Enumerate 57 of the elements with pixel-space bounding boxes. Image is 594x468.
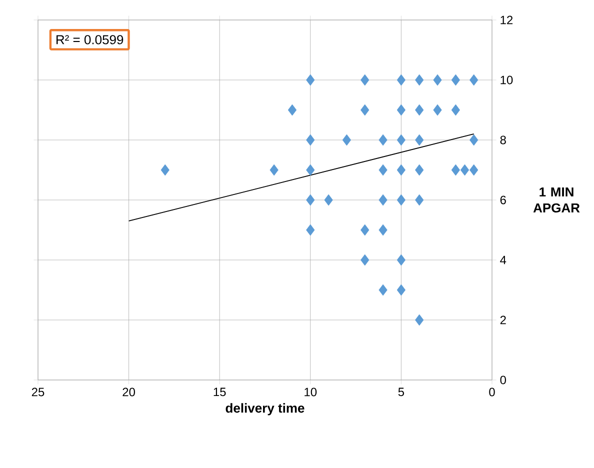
point [306,134,315,146]
point [360,254,370,266]
y-tick-label: 4 [500,256,506,264]
point [306,194,315,206]
x-tick-label: 5 [398,388,404,396]
point [306,74,315,86]
point [460,164,470,176]
point [378,224,388,236]
x-tick-label: 20 [122,388,136,396]
point [288,104,297,116]
point [396,194,406,206]
point [306,224,315,236]
point [396,254,406,266]
point [306,164,315,176]
point [378,134,388,146]
point [270,164,278,176]
point [415,104,424,116]
point [378,284,388,296]
point [378,164,388,176]
point [396,164,406,176]
point [396,284,406,296]
point [415,164,424,176]
point [342,134,352,146]
point [360,104,370,116]
point [396,74,406,86]
point [415,134,424,146]
y-axis-title: 1 MIN APGAR [533,187,580,213]
y-tick-label: 12 [500,16,513,24]
point [433,104,442,116]
point [451,164,460,176]
point [415,314,424,326]
y-tick-label: 2 [500,316,506,324]
point [470,164,478,176]
point [324,194,333,206]
y-tick-label: 10 [500,76,513,84]
point [451,74,460,86]
point [396,104,406,116]
point [470,134,478,146]
y-tick-label: 0 [500,376,506,384]
point [378,194,388,206]
x-tick-label: 15 [214,388,226,396]
point [415,194,424,206]
point [451,104,460,116]
annotation: R² = 0.0599 [56,35,124,44]
point [433,74,442,86]
y-tick-label: 8 [500,136,506,144]
x-tick-label: 10 [304,388,317,396]
x-tick-label: 25 [32,388,44,396]
point [396,134,406,146]
point [415,74,424,86]
point [360,224,370,236]
point [360,74,370,86]
x-tick-label: 0 [489,388,495,396]
point [470,74,478,86]
x-axis-title: delivery time [226,403,304,416]
point [160,164,170,176]
y-tick-label: 6 [500,196,506,204]
